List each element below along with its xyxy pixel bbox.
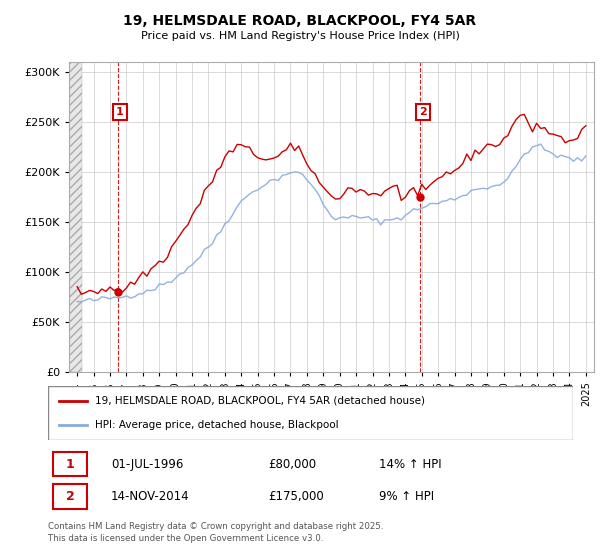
Text: 14% ↑ HPI: 14% ↑ HPI bbox=[379, 458, 442, 470]
Text: 14-NOV-2014: 14-NOV-2014 bbox=[111, 490, 190, 503]
Text: 19, HELMSDALE ROAD, BLACKPOOL, FY4 5AR: 19, HELMSDALE ROAD, BLACKPOOL, FY4 5AR bbox=[124, 14, 476, 28]
Text: 9% ↑ HPI: 9% ↑ HPI bbox=[379, 490, 434, 503]
Text: 1: 1 bbox=[116, 107, 124, 116]
Text: Contains HM Land Registry data © Crown copyright and database right 2025.
This d: Contains HM Land Registry data © Crown c… bbox=[48, 522, 383, 543]
Text: 19, HELMSDALE ROAD, BLACKPOOL, FY4 5AR (detached house): 19, HELMSDALE ROAD, BLACKPOOL, FY4 5AR (… bbox=[95, 396, 425, 406]
Bar bbox=[53, 452, 88, 477]
Text: £80,000: £80,000 bbox=[269, 458, 317, 470]
Text: 1: 1 bbox=[66, 458, 74, 470]
Text: 01-JUL-1996: 01-JUL-1996 bbox=[111, 458, 184, 470]
Text: HPI: Average price, detached house, Blackpool: HPI: Average price, detached house, Blac… bbox=[95, 420, 339, 430]
Text: Price paid vs. HM Land Registry's House Price Index (HPI): Price paid vs. HM Land Registry's House … bbox=[140, 31, 460, 41]
Text: £175,000: £175,000 bbox=[269, 490, 324, 503]
Text: 2: 2 bbox=[66, 490, 74, 503]
Bar bbox=[53, 484, 88, 508]
Text: 2: 2 bbox=[419, 107, 427, 116]
